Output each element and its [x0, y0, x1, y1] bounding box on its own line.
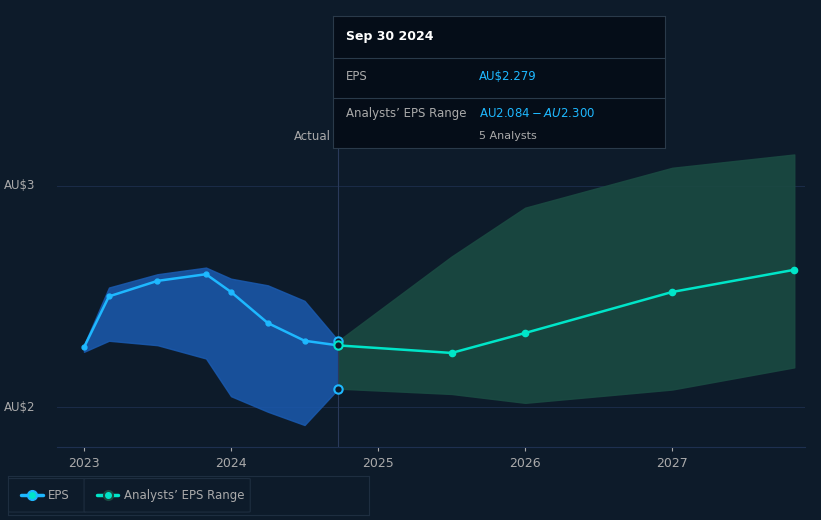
Text: 5 Analysts: 5 Analysts [479, 131, 537, 141]
Text: Analysts Forecasts: Analysts Forecasts [346, 129, 456, 142]
Text: EPS: EPS [48, 489, 70, 502]
Text: Sep 30 2024: Sep 30 2024 [346, 30, 433, 43]
Text: AU$2: AU$2 [4, 401, 35, 414]
FancyBboxPatch shape [8, 478, 86, 512]
Text: EPS: EPS [346, 70, 368, 83]
Text: Analysts’ EPS Range: Analysts’ EPS Range [124, 489, 245, 502]
FancyBboxPatch shape [84, 478, 250, 512]
Text: AU$2.084 - AU$2.300: AU$2.084 - AU$2.300 [479, 107, 595, 120]
Text: AU$2.279: AU$2.279 [479, 70, 537, 83]
Text: AU$3: AU$3 [4, 179, 35, 192]
Text: Actual: Actual [294, 129, 331, 142]
Text: Analysts’ EPS Range: Analysts’ EPS Range [346, 107, 466, 120]
